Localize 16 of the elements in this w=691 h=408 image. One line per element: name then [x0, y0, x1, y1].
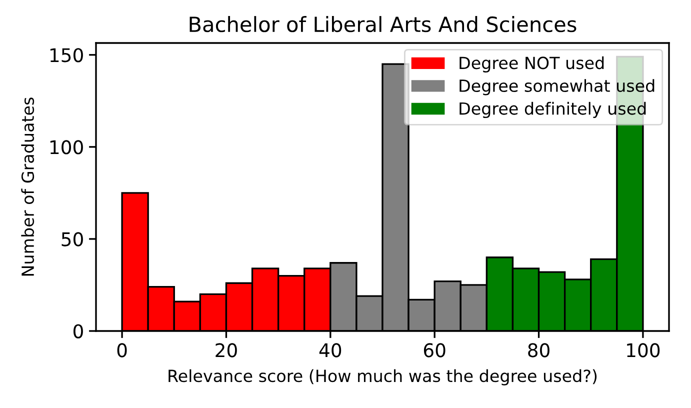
- legend-label: Degree somewhat used: [460, 79, 654, 96]
- legend-label: Degree NOT used: [460, 56, 604, 72]
- x-axis-title: Relevance score (How much was the degree used?): [168, 369, 597, 386]
- y-tick-label: 150: [50, 48, 83, 62]
- x-tick-label: 0: [117, 343, 127, 358]
- y-axis-title: Number of Graduates: [21, 98, 34, 276]
- y-tick-label: 0: [74, 324, 83, 338]
- y-tick-label: 100: [50, 140, 83, 154]
- y-tick-label: 50: [62, 232, 83, 246]
- x-tick-label: 80: [528, 343, 550, 358]
- x-tick-label: 20: [216, 343, 237, 358]
- legend-label: Degree definitely used: [460, 102, 646, 118]
- x-tick-label: 60: [424, 343, 446, 358]
- x-tick-label: 100: [627, 343, 660, 358]
- x-tick-label: 40: [319, 343, 342, 358]
- chart-title: Bachelor of Liberal Arts And Sciences: [190, 16, 576, 32]
